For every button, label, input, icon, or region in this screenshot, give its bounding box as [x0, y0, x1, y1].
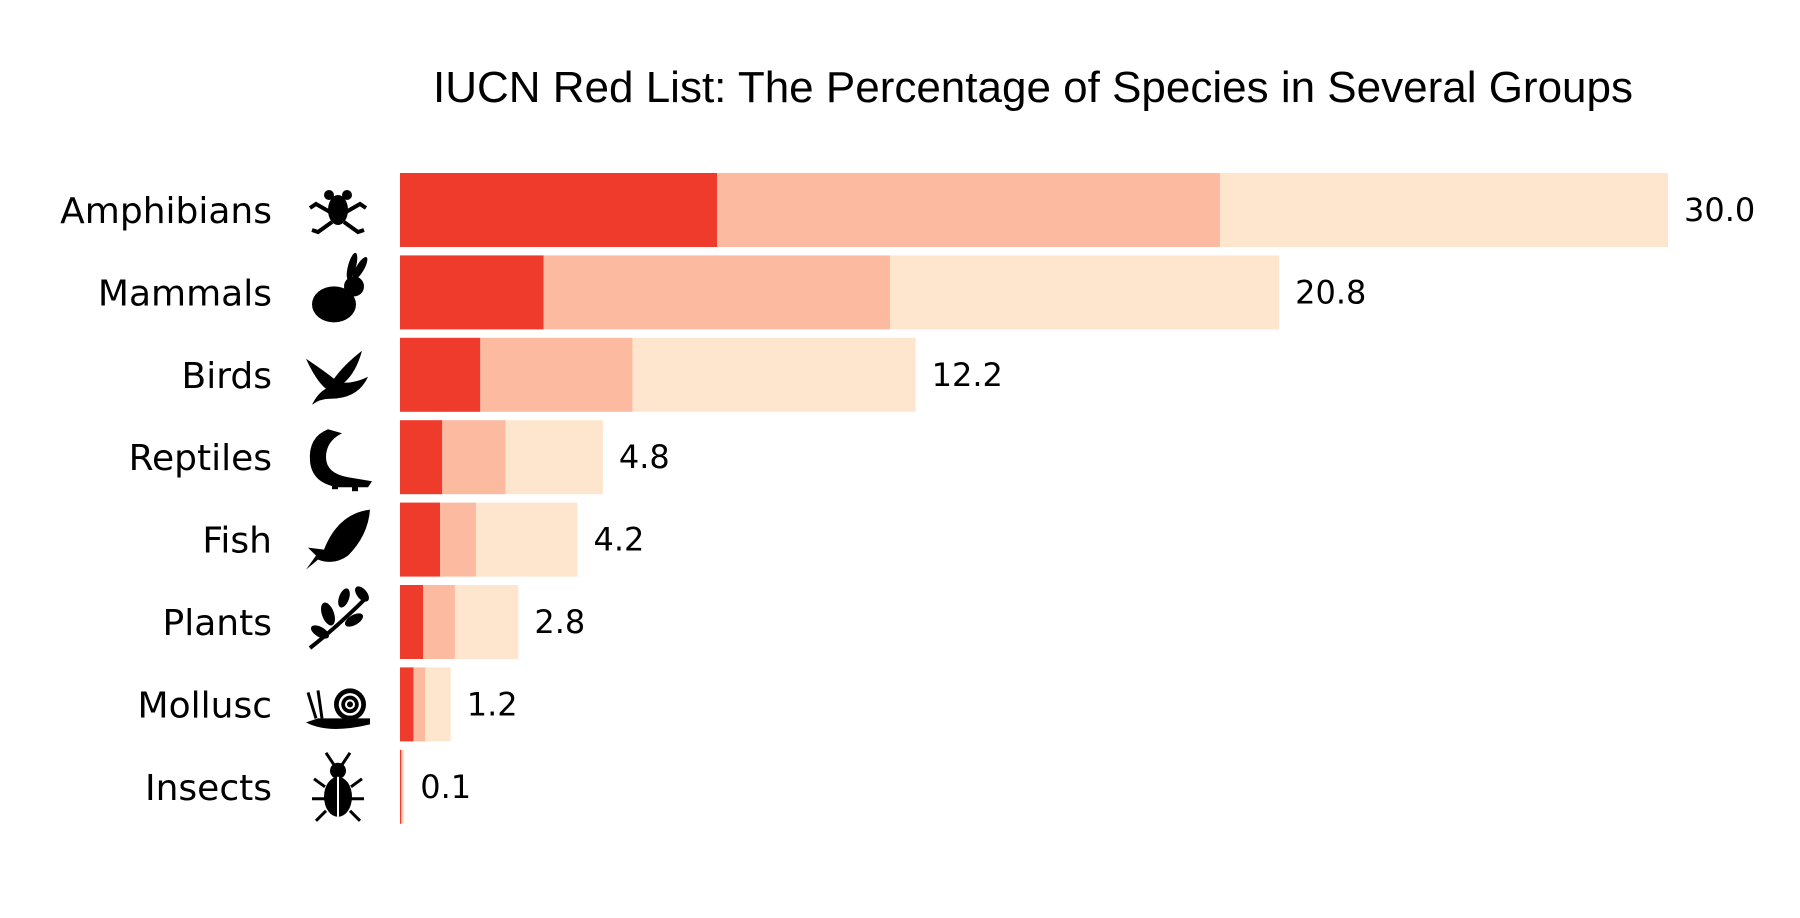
bar-segment-2: [543, 255, 891, 330]
value-label: 4.8: [619, 438, 670, 476]
bar-segment-1: [400, 173, 717, 247]
bar-segment-1: [400, 337, 481, 412]
bird-icon: [306, 350, 368, 405]
category-label: Fish: [202, 521, 272, 562]
bar-row-mollusc: Mollusc 1.2: [138, 667, 518, 742]
category-label: Mammals: [98, 273, 272, 314]
bar-row-plants: Plants 2.8: [163, 585, 585, 659]
category-label: Mollusc: [138, 685, 272, 726]
value-label: 1.2: [467, 685, 518, 723]
frog-icon: [308, 190, 368, 235]
value-label: 0.1: [420, 768, 471, 806]
bar-segment-2: [440, 502, 477, 577]
snail-icon: [306, 688, 370, 729]
bar-segment-2: [717, 173, 1220, 247]
chart-rows: Amphibians 30.0 Mammals 20.8 Birds 12.2 Reptil…: [60, 173, 1755, 824]
bar-segment-3: [402, 749, 405, 824]
bar-segment-3: [1219, 173, 1668, 247]
bar-segment-1: [400, 255, 544, 330]
bar-segment-1: [400, 420, 443, 495]
fish-icon: [306, 509, 370, 570]
value-label: 20.8: [1295, 273, 1366, 311]
category-label: Plants: [163, 603, 272, 644]
bar-row-mammals: Mammals 20.8: [98, 252, 1366, 330]
bar-segment-3: [505, 420, 603, 495]
bar-segment-2: [442, 420, 506, 495]
plant-icon: [308, 586, 369, 650]
bar-row-reptiles: Reptiles 4.8: [129, 420, 670, 495]
category-label: Amphibians: [60, 191, 272, 232]
value-label: 4.2: [594, 521, 645, 559]
bar-segment-3: [632, 337, 916, 412]
bar-segment-1: [400, 667, 414, 742]
category-label: Reptiles: [129, 438, 272, 479]
value-label: 30.0: [1684, 191, 1755, 229]
bar-segment-2: [413, 667, 426, 742]
chart-title: IUCN Red List: The Percentage of Species…: [433, 63, 1633, 112]
beetle-icon: [312, 751, 364, 822]
bar-row-insects: Insects 0.1: [145, 749, 471, 824]
rabbit-icon: [312, 252, 368, 323]
bar-segment-1: [400, 502, 441, 577]
value-label: 2.8: [534, 603, 585, 641]
bar-segment-2: [401, 749, 403, 824]
bar-segment-1: [400, 585, 424, 659]
bar-row-amphibians: Amphibians 30.0: [60, 173, 1755, 247]
crocodile-icon: [309, 429, 372, 492]
bar-row-birds: Birds 12.2: [182, 337, 1003, 412]
category-label: Birds: [182, 356, 272, 397]
value-label: 12.2: [932, 356, 1003, 394]
bar-row-fish: Fish 4.2: [202, 502, 645, 577]
bar-segment-3: [454, 585, 519, 659]
bar-segment-2: [480, 337, 633, 412]
bar-segment-3: [890, 255, 1280, 330]
bar-segment-3: [476, 502, 578, 577]
bar-segment-2: [423, 585, 455, 659]
category-label: Insects: [145, 768, 272, 809]
bar-segment-1: [400, 749, 402, 824]
bar-segment-3: [425, 667, 451, 742]
